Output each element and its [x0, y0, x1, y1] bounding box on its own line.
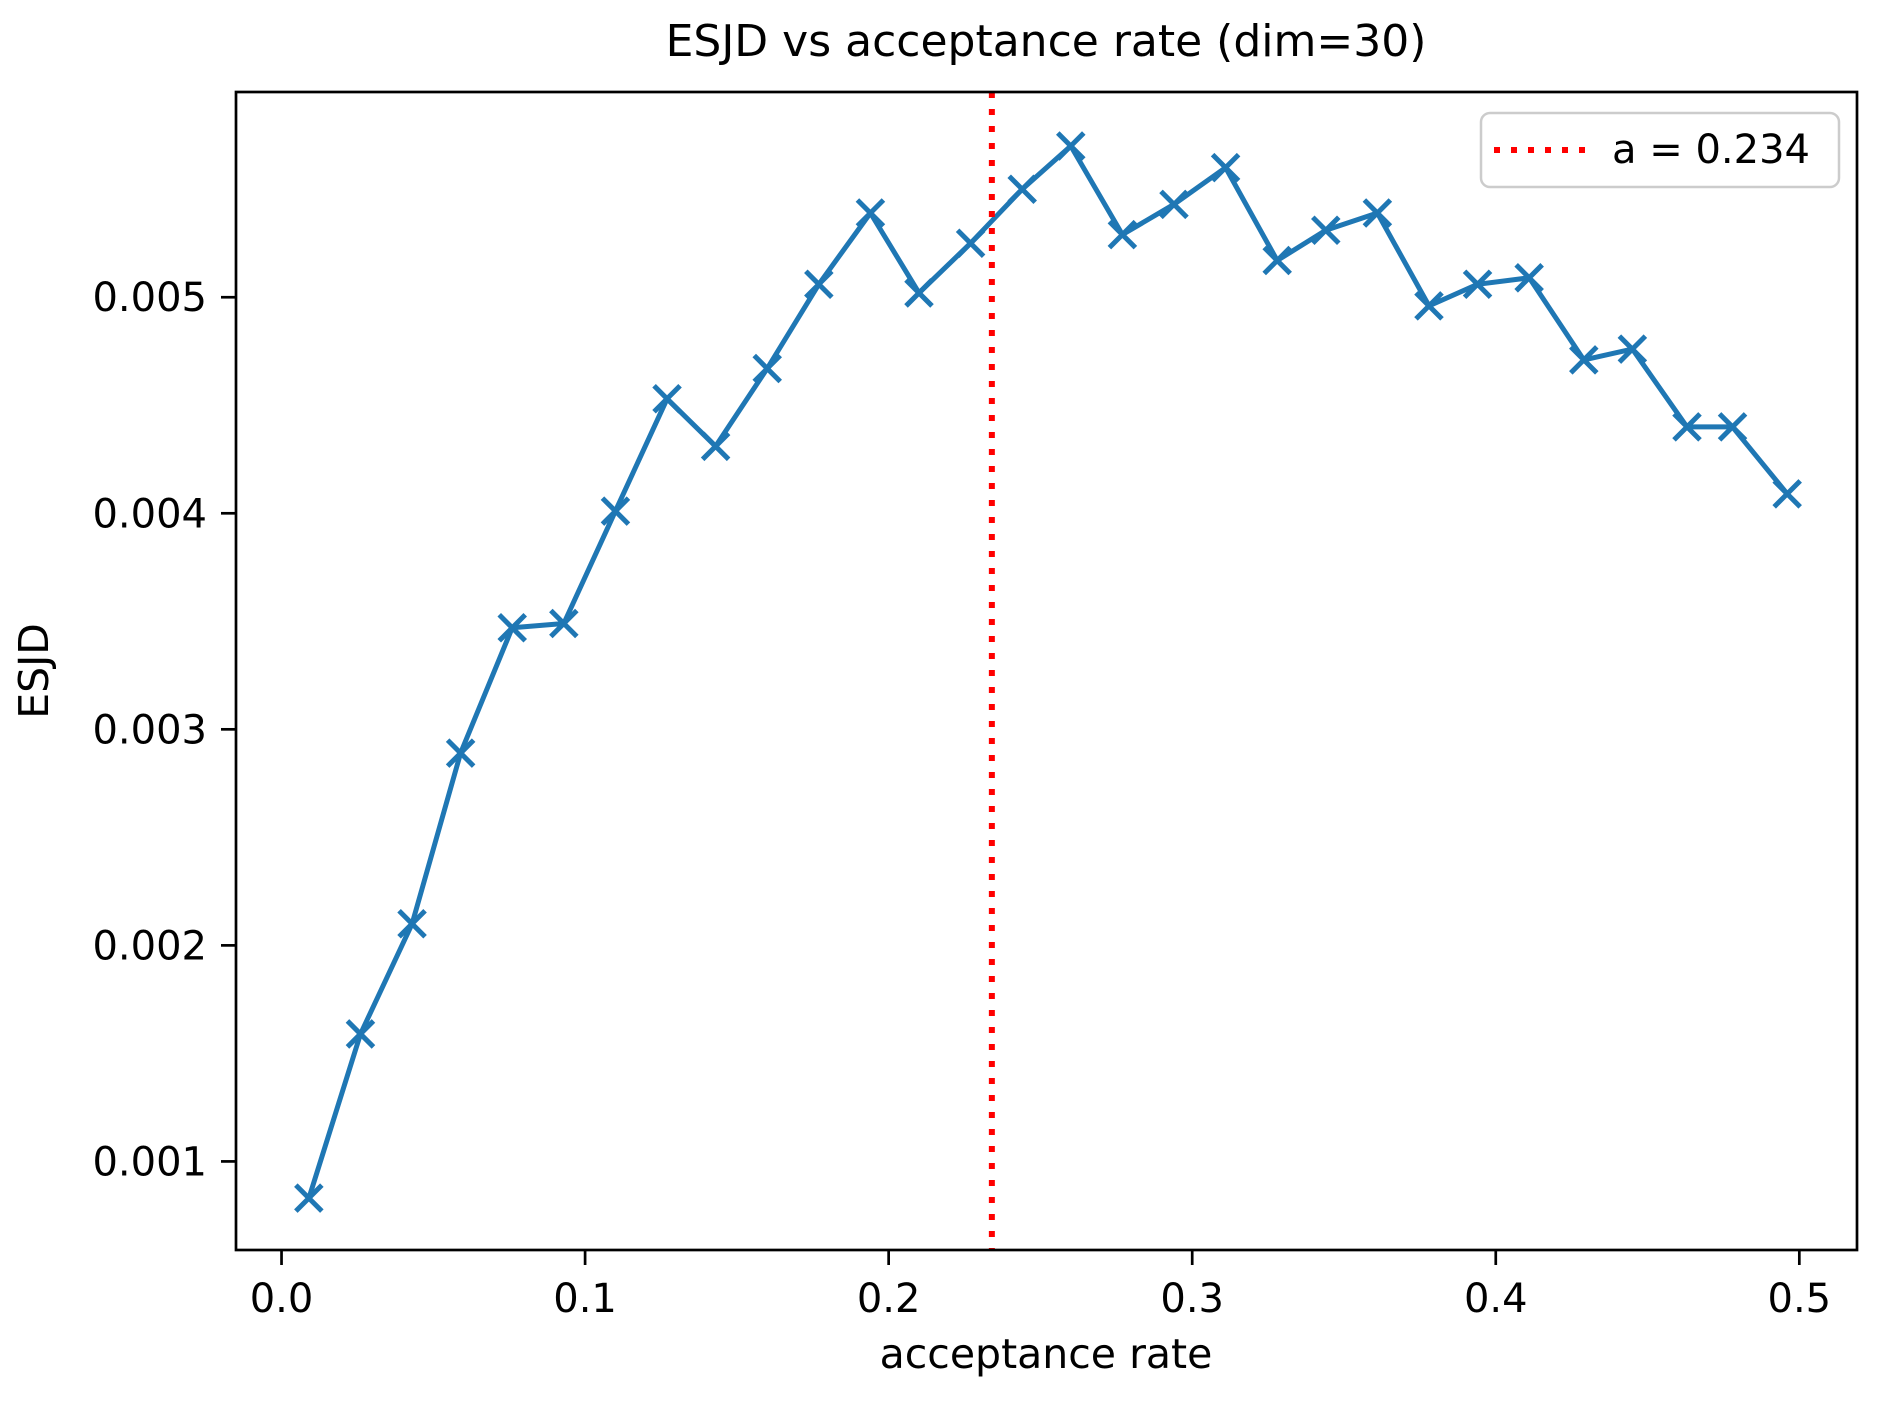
y-tick-label: 0.002	[92, 923, 207, 969]
x-marker	[904, 278, 934, 308]
plot-border	[234, 90, 1859, 1252]
x-marker	[955, 228, 986, 258]
x-marker	[1672, 412, 1702, 442]
y-tick-label: 0.005	[92, 275, 207, 321]
legend-box	[1479, 111, 1841, 189]
x-marker	[549, 608, 579, 639]
x-marker	[1362, 198, 1393, 228]
x-marker	[752, 353, 782, 384]
legend: a = 0.234	[1479, 111, 1841, 189]
x-marker	[1311, 215, 1341, 246]
x-tick-label: 0.3	[1160, 1276, 1224, 1322]
x-marker	[1569, 345, 1599, 375]
x-marker	[652, 384, 682, 414]
y-tick-label: 0.004	[92, 491, 207, 537]
x-marker	[445, 738, 476, 768]
x-tick-label: 0.2	[857, 1276, 921, 1322]
x-marker	[497, 613, 528, 643]
x-tick-label: 0.4	[1464, 1276, 1528, 1322]
plot-content: 0.0 0.1 0.2 0.3 0.4 0.5 0.001 0.002 0.003 0.004 0.…	[92, 92, 1831, 1322]
x-marker	[397, 909, 427, 939]
x-marker	[1107, 219, 1138, 250]
x-marker	[294, 1183, 324, 1213]
x-marker	[1210, 152, 1241, 183]
y-tick-label: 0.001	[92, 1139, 207, 1185]
x-tick-label: 0.5	[1768, 1276, 1832, 1322]
x-marker	[1056, 131, 1086, 161]
x-tick-label: 0.0	[250, 1276, 314, 1322]
x-marker	[1717, 412, 1748, 442]
x-marker	[1462, 269, 1493, 300]
x-axis-label: acceptance rate	[880, 1330, 1213, 1378]
x-marker	[700, 431, 731, 462]
x-marker	[1514, 263, 1544, 293]
x-marker	[1007, 174, 1037, 204]
y-tick-label: 0.003	[92, 707, 207, 753]
axis-ticks: 0.0 0.1 0.2 0.3 0.4 0.5 0.001 0.002 0.003 0.004 0.…	[92, 275, 1831, 1322]
x-marker	[1772, 479, 1802, 509]
series-line	[306, 143, 1790, 1199]
legend-label: a = 0.234	[1612, 127, 1810, 173]
x-tick-label: 0.1	[553, 1276, 617, 1322]
x-marker	[1159, 189, 1189, 220]
chart-title: ESJD vs acceptance rate (dim=30)	[666, 16, 1427, 67]
series-esjd	[294, 131, 1802, 1213]
x-marker	[804, 269, 834, 300]
x-marker	[1262, 245, 1292, 276]
x-marker	[855, 198, 886, 228]
x-marker	[1617, 334, 1648, 364]
x-marker	[600, 496, 631, 526]
x-marker	[345, 1019, 376, 1049]
x-marker	[1414, 291, 1444, 321]
y-axis-label: ESJD	[10, 623, 58, 719]
